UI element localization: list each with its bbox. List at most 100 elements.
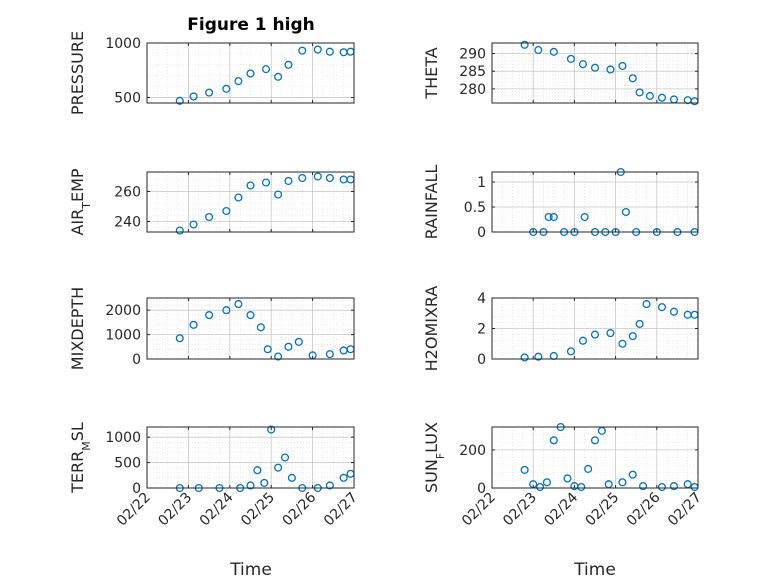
x-axis-label-left: Time	[229, 560, 272, 580]
x-axis-label-right: Time	[573, 560, 616, 580]
data-point	[274, 190, 283, 199]
data-point	[222, 306, 231, 315]
y-axis-label-part: AIR	[68, 209, 87, 236]
y-axis-label-subscript: M	[80, 441, 93, 451]
y-axis-label-part: SUN	[422, 459, 441, 493]
data-point	[274, 352, 283, 361]
y-tick-label: 260	[114, 185, 141, 201]
data-point	[189, 92, 198, 101]
data-point	[566, 347, 576, 356]
axes-box	[491, 42, 699, 104]
y-axis-label-part: LUX	[422, 422, 441, 453]
data-point	[621, 207, 630, 217]
data-point	[325, 173, 334, 183]
subplot-pressure: 500 1000 PRESSURE	[68, 31, 355, 115]
data-point	[313, 45, 322, 54]
data-point	[175, 334, 184, 343]
data-point	[534, 352, 543, 361]
data-point	[246, 69, 255, 78]
data-point	[205, 88, 214, 97]
y-tick-label: 2000	[105, 303, 141, 319]
data-point	[294, 337, 303, 346]
data-point	[590, 436, 600, 445]
data-point	[536, 482, 545, 492]
data-point	[246, 181, 255, 190]
y-axis-label-part: TERR	[68, 451, 87, 494]
subplot-rainfall: 0 0.5 1 RAINFALL	[422, 165, 699, 241]
data-point	[635, 88, 644, 97]
y-axis-label-subscript: T	[80, 202, 93, 210]
data-point	[234, 77, 243, 86]
data-point	[205, 212, 214, 222]
data-point	[657, 482, 666, 492]
data-point	[261, 178, 271, 187]
subplot-h2omixra: 0 2 4 H2OMIXRA	[422, 286, 699, 372]
data-point	[298, 173, 307, 183]
data-point	[542, 478, 551, 487]
y-axis-label-part: EMP	[68, 168, 87, 202]
y-axis-label-4: MIXDEPTH	[68, 287, 87, 370]
subplot-mixdepth: 0 1000 2000 MIXDEPTH	[68, 287, 355, 370]
y-tick-label: 1000	[105, 36, 141, 52]
y-tick-label: 200	[459, 443, 486, 459]
data-point	[280, 453, 290, 462]
y-axis-label-5: H2OMIXRA	[422, 286, 441, 372]
data-point	[246, 311, 255, 320]
data-point	[222, 84, 231, 93]
data-point	[274, 72, 283, 81]
x-tick-label: 02/24	[541, 489, 581, 529]
y-tick-label: 240	[114, 215, 141, 231]
data-point	[284, 176, 293, 186]
subplot-air-temp: 240 260 AIRTEMP	[68, 168, 355, 236]
data-point	[563, 474, 572, 483]
y-axis-label-part: SL	[68, 422, 87, 441]
data-point	[298, 46, 307, 55]
data-point	[549, 212, 558, 222]
data-point	[222, 206, 231, 216]
y-axis-label-subscript: F	[434, 453, 447, 459]
x-tick-label: 02/27	[321, 490, 361, 530]
data-point	[645, 91, 654, 100]
axes-box	[146, 171, 355, 233]
data-point	[274, 463, 283, 472]
data-point	[580, 212, 589, 222]
y-tick-label: 0.5	[464, 200, 486, 216]
data-point	[578, 336, 588, 345]
data-point	[534, 46, 543, 55]
y-tick-label: 1000	[105, 328, 141, 344]
data-point	[566, 54, 576, 63]
data-point	[189, 320, 198, 329]
data-point	[544, 212, 553, 222]
data-point	[256, 323, 265, 332]
data-point	[261, 65, 271, 74]
y-axis-label-0: PRESSURE	[68, 31, 87, 115]
y-tick-label: 1	[477, 175, 486, 191]
y-axis-label-2: AIRTEMP	[68, 168, 93, 235]
x-tick-label: 02/26	[624, 489, 664, 529]
x-tick-label: 02/25	[238, 490, 278, 530]
data-point	[628, 470, 637, 479]
data-point	[339, 473, 348, 482]
data-point	[628, 74, 637, 83]
y-tick-label: 500	[114, 91, 141, 107]
y-axis-label-6: TERRMSL	[68, 422, 93, 494]
y-axis-label-7: SUNFLUX	[422, 422, 447, 493]
data-point	[618, 478, 627, 487]
y-tick-label: 0	[477, 481, 486, 497]
data-point	[628, 332, 637, 341]
data-point	[584, 464, 593, 473]
y-tick-label: 290	[459, 47, 486, 63]
data-point	[520, 465, 529, 474]
data-point	[657, 303, 666, 312]
data-point	[606, 329, 615, 338]
data-point	[205, 311, 214, 320]
data-point	[590, 330, 600, 339]
y-tick-label: 4	[477, 291, 486, 307]
axes-box	[491, 426, 699, 489]
axes-box	[146, 297, 355, 360]
x-tick-label: 02/23	[155, 490, 195, 530]
data-point	[263, 345, 272, 354]
data-point	[520, 353, 529, 362]
data-point	[639, 482, 648, 491]
